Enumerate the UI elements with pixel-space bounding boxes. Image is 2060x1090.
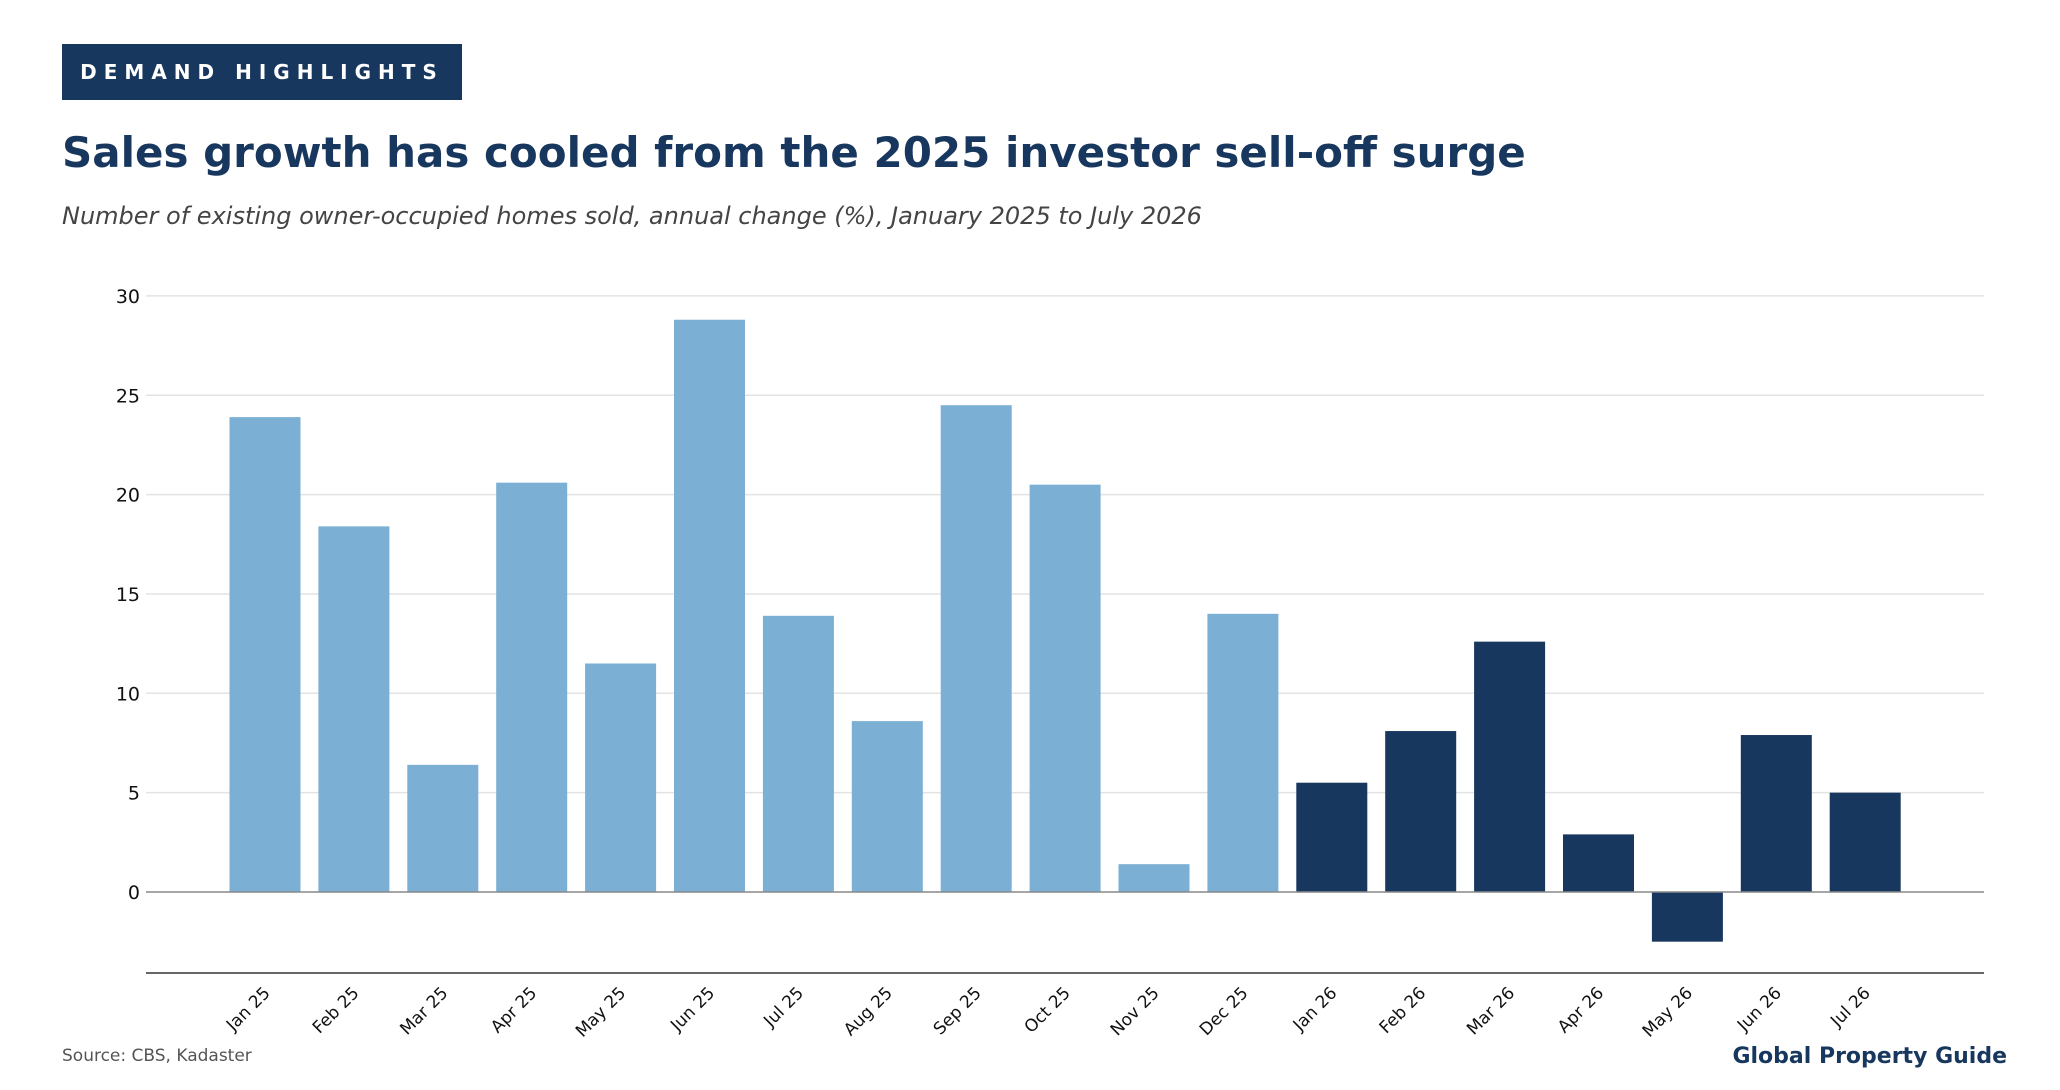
bar: [851, 721, 923, 892]
y-tick-label: 25: [116, 385, 140, 407]
bars: [229, 319, 1901, 942]
bar: [407, 764, 479, 892]
bar: [1740, 735, 1812, 892]
x-tick-label: May 26: [1639, 983, 1697, 1041]
chart-title: Sales growth has cooled from the 2025 in…: [62, 128, 1526, 177]
brand-logo-text: Global Property Guide: [1732, 1044, 2007, 1069]
y-tick-label: 15: [116, 584, 140, 606]
bar: [674, 319, 745, 892]
bar: [1385, 731, 1457, 892]
bar: [496, 482, 568, 892]
bar: [1563, 834, 1634, 892]
x-tick-label: Feb 26: [1376, 983, 1431, 1038]
x-tick-label: Aug 25: [840, 983, 897, 1040]
bar: [762, 615, 834, 892]
x-tick-label: Jan 25: [222, 983, 275, 1036]
y-tick-label: 20: [116, 485, 140, 507]
x-tick-label: Jun 25: [666, 983, 719, 1036]
x-tick-label: Mar 26: [1463, 983, 1519, 1039]
bar: [940, 405, 1012, 892]
bar: [1029, 484, 1101, 892]
y-tick-labels: 0 5 10 15 20 25 30: [116, 286, 140, 904]
bar: [1118, 864, 1190, 892]
bar: [1651, 892, 1723, 942]
x-tick-label: Feb 25: [309, 983, 364, 1038]
x-tick-labels: Jan 25 Feb 25 Mar 25 Apr 25 May 25 Jun 25 Jul …: [222, 983, 1875, 1041]
x-tick-label: Oct 25: [1021, 983, 1075, 1037]
x-tick-label: Dec 25: [1196, 983, 1253, 1040]
y-tick-label: 0: [128, 882, 140, 904]
x-tick-label: Jun 26: [1733, 983, 1786, 1036]
x-tick-label: Jan 26: [1289, 983, 1342, 1036]
x-tick-label: May 25: [572, 983, 630, 1041]
bar: [1207, 613, 1279, 892]
x-tick-label: Sep 25: [930, 983, 986, 1039]
y-tick-label: 30: [116, 286, 140, 308]
x-tick-label: Apr 26: [1554, 983, 1608, 1037]
y-tick-label: 5: [128, 783, 140, 805]
source-note: Source: CBS, Kadaster: [62, 1046, 252, 1066]
x-tick-label: Nov 25: [1107, 983, 1164, 1040]
x-tick-label: Mar 25: [396, 983, 452, 1039]
bar: [1829, 792, 1901, 892]
axes: [146, 891, 1984, 974]
section-tag: DEMAND HIGHLIGHTS: [62, 44, 462, 100]
bar: [585, 663, 657, 892]
x-tick-label: Jul 26: [1826, 983, 1874, 1031]
x-tick-label: Apr 25: [487, 983, 541, 1037]
x-tick-label: Jul 25: [759, 983, 807, 1031]
bar: [229, 417, 301, 892]
chart-subtitle: Number of existing owner-occupied homes …: [62, 202, 1202, 230]
bar: [1474, 641, 1546, 892]
bar: [318, 526, 390, 892]
y-tick-label: 10: [116, 683, 140, 705]
bar: [1296, 782, 1368, 892]
